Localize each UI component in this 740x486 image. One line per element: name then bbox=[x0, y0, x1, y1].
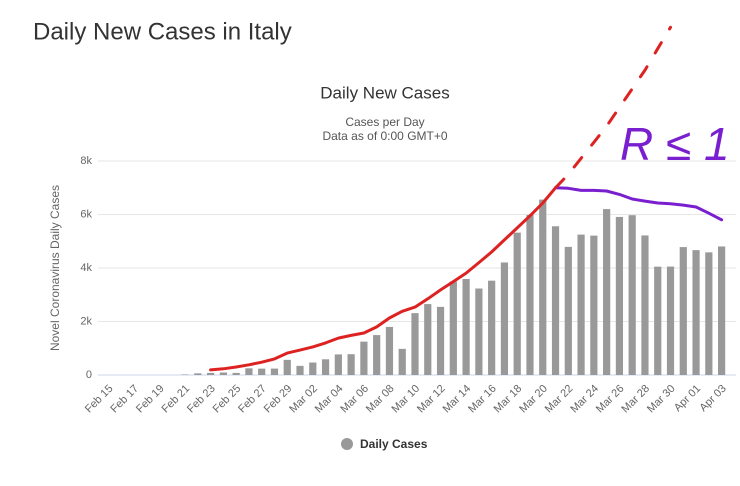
bar bbox=[398, 348, 406, 375]
y-tick-label: 0 bbox=[86, 369, 92, 381]
bar bbox=[475, 288, 483, 375]
bar bbox=[679, 247, 687, 375]
bar bbox=[654, 266, 662, 375]
bar bbox=[385, 326, 394, 375]
bar bbox=[641, 235, 649, 375]
annotation-line bbox=[554, 186, 724, 222]
bar bbox=[628, 215, 636, 375]
bar bbox=[194, 373, 202, 375]
legend-label: Daily Cases bbox=[360, 437, 428, 451]
bar bbox=[309, 362, 317, 375]
chart-subtitle: Data as of 0:00 GMT+0 bbox=[322, 129, 447, 143]
bar bbox=[590, 235, 598, 375]
bar bbox=[334, 354, 342, 375]
bar bbox=[232, 372, 240, 375]
bar bbox=[692, 250, 700, 375]
bar bbox=[462, 278, 470, 375]
bar bbox=[360, 341, 368, 375]
bar bbox=[526, 214, 534, 375]
bar bbox=[449, 281, 457, 375]
chart-title: Daily New Cases bbox=[320, 83, 449, 102]
bar bbox=[500, 262, 509, 375]
y-tick-label: 2k bbox=[80, 315, 92, 327]
bar bbox=[436, 306, 445, 375]
bar bbox=[219, 372, 227, 375]
bar bbox=[181, 374, 189, 375]
bar bbox=[564, 246, 572, 375]
y-tick-label: 8k bbox=[80, 155, 92, 167]
annotation: R ≤ 1 bbox=[620, 118, 730, 170]
bar bbox=[615, 216, 624, 375]
x-tick-label: Apr 03 bbox=[697, 383, 728, 414]
bar bbox=[270, 368, 279, 375]
bar bbox=[424, 304, 432, 375]
bar bbox=[488, 280, 496, 375]
bar bbox=[666, 266, 675, 375]
bar bbox=[283, 359, 291, 375]
x-tick-label: Mar 30 bbox=[645, 383, 678, 416]
bar bbox=[551, 226, 560, 375]
bar bbox=[245, 368, 253, 375]
bar bbox=[258, 368, 266, 375]
bar bbox=[513, 232, 521, 375]
bar bbox=[603, 209, 611, 375]
bar bbox=[206, 372, 215, 375]
chart-subtitle: Cases per Day bbox=[345, 115, 424, 129]
y-axis-label: Novel Coronavirus Daily Cases bbox=[48, 185, 62, 351]
bar bbox=[411, 313, 419, 375]
y-tick-label: 4k bbox=[80, 262, 92, 274]
bar bbox=[577, 234, 585, 375]
annotation-line bbox=[554, 25, 672, 190]
bar bbox=[296, 365, 304, 375]
legend-marker bbox=[341, 438, 353, 450]
annotation-line bbox=[209, 186, 557, 372]
bar bbox=[321, 359, 330, 375]
bar bbox=[705, 252, 713, 375]
bar bbox=[718, 246, 726, 375]
page-title: Daily New Cases in Italy bbox=[33, 18, 292, 45]
bar bbox=[347, 354, 355, 375]
x-tick-label: Apr 01 bbox=[672, 383, 703, 414]
y-tick-label: 6k bbox=[80, 208, 92, 220]
bar bbox=[373, 335, 381, 375]
bar bbox=[539, 199, 547, 375]
